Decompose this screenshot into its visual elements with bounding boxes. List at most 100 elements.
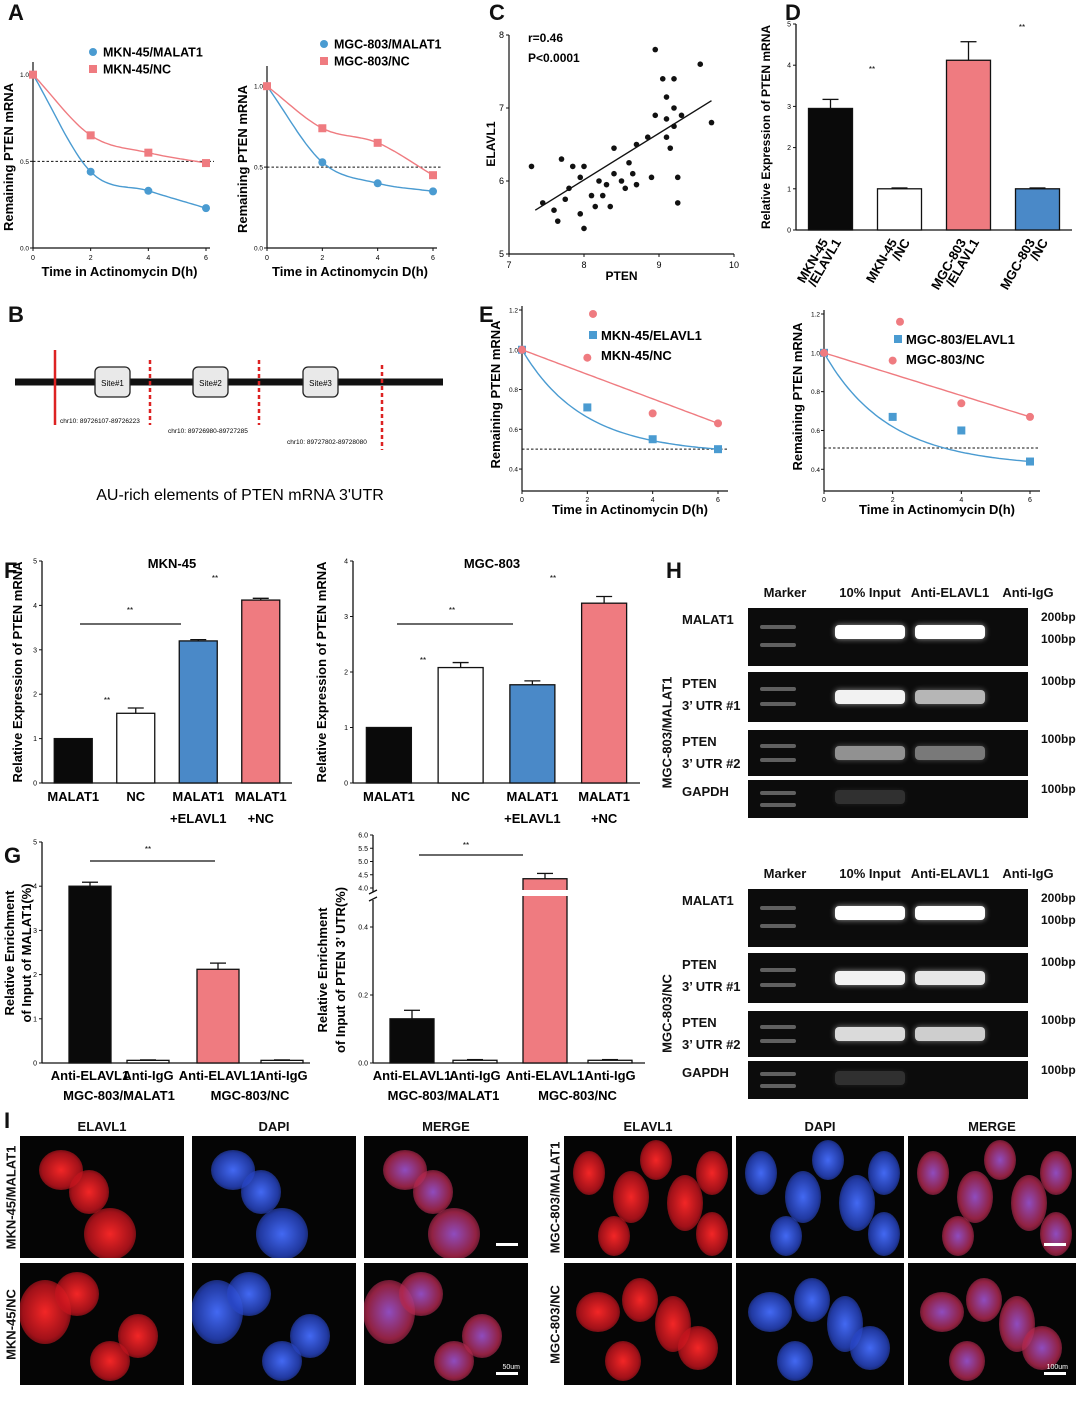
- scatter-point: [674, 200, 681, 206]
- band-size-label: 100bp: [1041, 782, 1076, 796]
- x-tick-label: 4: [146, 255, 150, 262]
- legend-marker-blue: [894, 335, 902, 343]
- microscopy-row-label: MKN-45/NC: [3, 1289, 19, 1360]
- significance-marker: **: [104, 696, 110, 705]
- category-label: MALAT1: [506, 789, 558, 804]
- legend-marker: [320, 40, 328, 48]
- data-point: [144, 186, 153, 195]
- scale-bar: [1044, 1243, 1066, 1246]
- bar-3: [587, 1059, 633, 1064]
- significance-marker: **: [869, 65, 875, 74]
- marker-band: [760, 625, 796, 630]
- site3-coords: chr10: 89727802-89728080: [287, 439, 367, 446]
- cell-nucleus: [55, 1271, 100, 1316]
- scatter-point: [648, 174, 655, 181]
- category-label: Anti-ELAVL1: [51, 1068, 129, 1083]
- category-label: Anti-IgG: [256, 1068, 307, 1083]
- data-point: [714, 419, 722, 428]
- cell-nucleus: [462, 1314, 503, 1359]
- y-tick-label: 2: [787, 145, 791, 152]
- category-label: MALAT1: [363, 789, 415, 804]
- x-axis-title: Time in Actinomycin D(h): [272, 264, 428, 279]
- band-size-label: 200bp: [1041, 891, 1076, 905]
- microscopy-image: [736, 1136, 904, 1258]
- bar-0: [365, 726, 413, 784]
- bar-1: [437, 666, 484, 784]
- bar-1: [876, 188, 923, 231]
- y-tick-label: 4.0: [358, 886, 368, 893]
- bar-2: [178, 640, 218, 784]
- legend-label: MKN-45/NC: [103, 63, 171, 77]
- cell-nucleus: [867, 1150, 900, 1195]
- chart-e-mgc803-decay: 0 2 4 6 0.4 0.6 0.8 1.0 1.2 Time in Actinomycin D…: [790, 310, 1040, 517]
- group-label: MGC-803/MALAT1: [388, 1088, 500, 1103]
- gel-band: [835, 971, 905, 985]
- marker-band: [760, 983, 796, 987]
- scatter-point: [659, 76, 666, 82]
- scatter-point: [671, 105, 677, 111]
- category-label: MALAT1: [578, 789, 630, 804]
- scatter-point: [626, 159, 632, 166]
- data-point: [429, 171, 437, 180]
- cell-nucleus: [621, 1277, 658, 1322]
- band-size-label: 100bp: [1041, 632, 1076, 646]
- gel-row-label-sub: 3’ UTR #1: [682, 698, 741, 713]
- cell-nucleus: [984, 1140, 1017, 1181]
- cell-nucleus: [747, 1291, 792, 1332]
- scatter-point: [528, 163, 535, 170]
- band-size-label: 100bp: [1041, 732, 1076, 746]
- y-tick-label: 4: [33, 884, 37, 891]
- cell-nucleus: [957, 1171, 994, 1223]
- data-point: [888, 412, 897, 421]
- scatter-point: [663, 134, 670, 140]
- x-tick-label: 6: [431, 255, 435, 262]
- bar-1: [126, 1059, 170, 1064]
- x-tick-label: 2: [585, 497, 589, 504]
- bar-2: [509, 684, 556, 784]
- scatter-point: [674, 174, 681, 181]
- y-axis-title: ELAVL1: [485, 121, 498, 166]
- group-label: MGC-803/NC: [538, 1088, 617, 1103]
- category-label: Anti-IgG: [584, 1068, 635, 1083]
- gel-band: [915, 971, 985, 985]
- significance-marker: **: [212, 574, 218, 583]
- y-tick-label: 5: [499, 249, 504, 259]
- data-point: [202, 159, 210, 168]
- y-axis-title: Relative Enrichment: [315, 907, 330, 1033]
- panel-letter-b: B: [8, 302, 24, 327]
- cell-nucleus: [838, 1175, 875, 1232]
- site1-box: [94, 366, 131, 398]
- x-tick-label: 6: [1028, 497, 1032, 504]
- legend-marker-blue: [589, 331, 597, 339]
- cell-nucleus: [1039, 1150, 1072, 1195]
- correlation-r: r=0.46: [528, 31, 563, 45]
- microscopy-image: [736, 1263, 904, 1385]
- microscopy-image: [20, 1136, 184, 1258]
- x-tick-label: 10: [729, 260, 739, 270]
- gel-band: [915, 625, 985, 640]
- data-point: [29, 70, 37, 79]
- y-axis-title: Relative Expression of PTEN mRNA: [10, 561, 25, 783]
- cell-nucleus: [290, 1314, 331, 1359]
- cell-nucleus: [948, 1340, 985, 1381]
- scatter-point: [592, 203, 599, 210]
- panel-letter-d: D: [785, 0, 801, 25]
- gel-image: [748, 608, 1028, 666]
- group-label: MGC-803/NC: [211, 1088, 290, 1103]
- y-tick-label: 1.0: [509, 347, 518, 354]
- lane-header: Marker: [763, 585, 807, 600]
- chart-title: MKN-45: [148, 556, 196, 571]
- scatter-point: [607, 203, 614, 210]
- gel-row-label-sub: 3’ UTR #1: [682, 979, 741, 994]
- gel-image: [748, 730, 1028, 776]
- bar-0: [53, 737, 93, 784]
- gel-image: [748, 780, 1028, 818]
- cell-nucleus: [118, 1314, 159, 1359]
- microscopy-column-header: ELAVL1: [623, 1119, 673, 1134]
- data-point: [583, 353, 592, 362]
- legend-label: MGC-803/NC: [906, 352, 985, 367]
- bar-2: [522, 878, 568, 1064]
- scatter-point: [697, 61, 704, 67]
- x-tick-label: 7: [506, 260, 511, 270]
